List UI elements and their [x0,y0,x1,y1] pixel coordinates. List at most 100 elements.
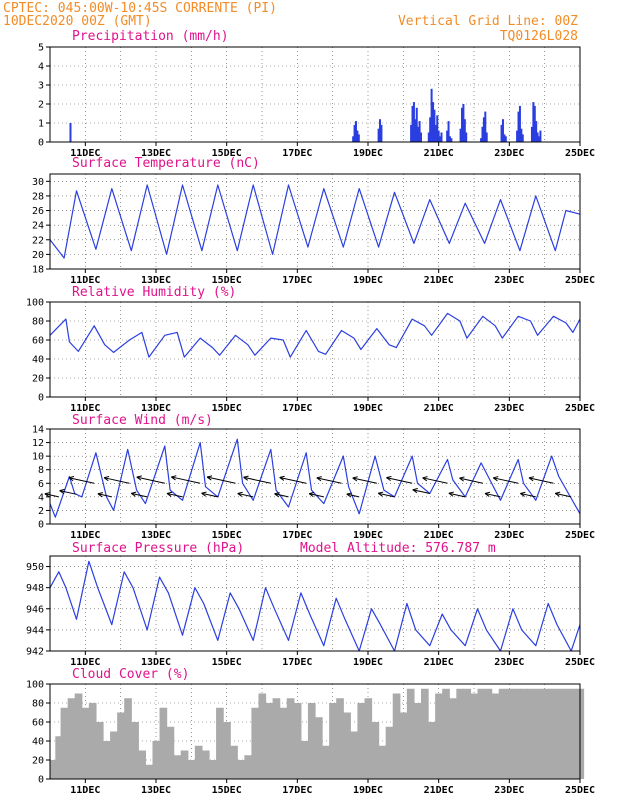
cloud-bar [329,703,337,779]
run-label: 10DEC2020 00Z (GMT) [3,14,152,29]
wind-arrowhead [492,476,499,482]
x-tick-label: 17DEC [282,275,312,286]
y-tick-label: 12 [32,438,44,449]
y-tick-label: 944 [26,625,44,636]
wind-arrow [378,492,395,498]
wind-arrow [459,477,483,484]
pressure-title: Surface Pressure (hPa) [72,541,244,556]
cloud-bar [442,688,450,779]
cloud-bar [251,707,260,779]
precip-bar [503,134,506,142]
wind-arrow [243,476,271,484]
precip-bar [532,102,535,142]
y-tick-label: 5 [38,43,44,54]
y-tick-label: 80 [32,317,44,328]
y-tick-label: 100 [26,680,44,691]
x-tick-label: 19DEC [353,148,383,159]
precip-bar [481,126,484,142]
wind-arrow [201,492,218,498]
precip-bar [520,128,523,142]
cloud-bar [569,688,578,779]
y-tick-label: 946 [26,604,44,615]
x-tick-label: 21DEC [424,657,454,668]
precip-bar [439,136,442,142]
precip-bar [500,124,503,142]
cloud-bar [364,698,373,779]
wind-arrow [346,493,360,498]
cloud-bar [50,760,58,779]
wind-arrow [131,492,148,498]
cloud-bar [562,688,570,779]
y-tick-label: 80 [32,699,44,710]
cloud-bar [230,745,238,779]
y-tick-label: 28 [32,191,44,202]
precip-bar [434,124,437,142]
y-tick-label: 20 [32,250,44,261]
y-tick-label: 4 [38,492,44,503]
precip-bar [485,132,488,142]
wind-arrow [422,477,448,484]
cloud-bar [60,707,69,779]
cloud-bar [357,703,366,779]
press-plot-frame [49,555,581,652]
cloud-bar [95,722,104,779]
y-tick-label: 60 [32,718,44,729]
cloud-bar [322,745,330,779]
wind-arrowhead [201,491,207,497]
cloud-bar [491,693,500,779]
cloud-bar [449,698,457,779]
cloud-bar [406,688,415,779]
wind-arrowhead [346,492,352,498]
model-code: TQ0126L028 [500,29,578,44]
precip-bar [432,102,435,142]
precip-bar [535,121,538,142]
x-tick-label: 13DEC [141,530,171,541]
wind-arrowhead [308,491,315,498]
x-tick-label: 11DEC [70,785,100,796]
wind-arrowhead [68,476,75,482]
precip-bar [430,88,433,142]
cloud-bar [258,693,267,779]
cloud-bar [421,688,429,779]
cloud-bar [88,703,97,779]
press-series-line [49,560,581,652]
wind-arrow [412,489,430,494]
y-tick-label: 950 [26,562,44,573]
cloud-bar [152,741,161,779]
wind-arrow [309,493,324,498]
x-tick-label: 19DEC [353,530,383,541]
x-tick-label: 13DEC [141,403,171,414]
cloud-bar [74,693,83,779]
y-tick-label: 20 [32,756,44,767]
wind-arrowhead [97,492,104,498]
precip-bar [480,138,483,142]
cloud-bar [477,688,486,779]
precip-bar [410,124,413,142]
y-tick-label: 24 [32,221,44,232]
precip-plot-frame [49,46,581,143]
y-tick-label: 4 [38,62,44,73]
cloud-bar [470,693,479,779]
x-tick-label: 19DEC [353,785,383,796]
precip-bar [433,109,436,142]
precip-bar [448,136,451,142]
precip-bar [411,105,414,142]
cloud-bar [173,755,182,779]
cloud-bar [223,722,231,779]
model-altitude-label: Model Altitude: 576.787 m [300,541,496,556]
x-tick-label: 15DEC [212,148,242,159]
precip-bar [440,132,443,142]
wind-arrow [97,493,112,498]
cloud-bar [512,688,521,779]
x-tick-label: 15DEC [212,403,242,414]
cloud-bar [194,745,203,779]
cloud-bar [286,698,295,779]
cloud-bar [244,755,252,779]
x-tick-label: 11DEC [70,403,100,414]
y-tick-label: 6 [38,479,44,490]
cloud-bar [237,760,245,779]
precip-bar [530,126,533,142]
wind-arrowhead [554,491,561,497]
precip-bar [412,102,415,142]
precip-bar [450,138,453,142]
